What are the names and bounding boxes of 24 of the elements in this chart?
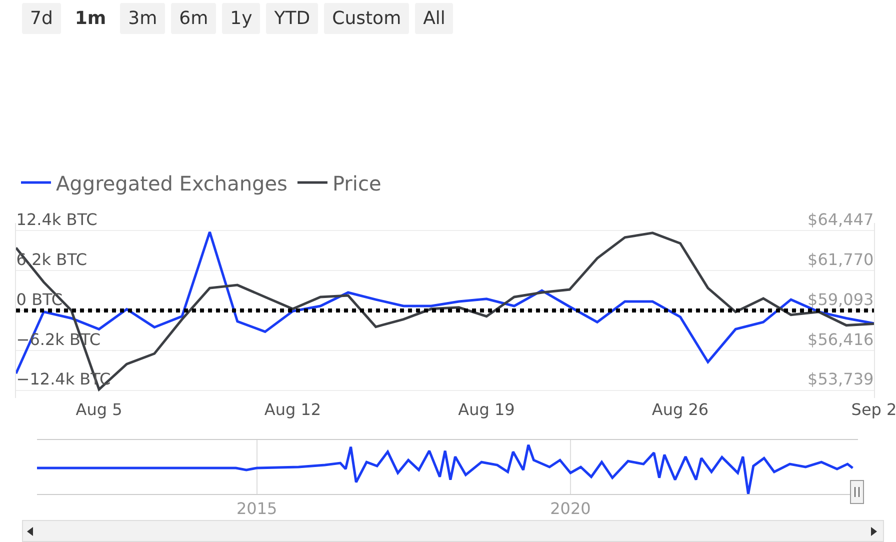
text: 6m: [171, 3, 216, 34]
x-tick-label: Aug 5: [76, 400, 122, 419]
text: YTD: [266, 3, 318, 34]
legend-label: Price: [332, 171, 382, 196]
x-tick-label: Sep 2: [851, 400, 896, 419]
x-tick-label: Aug 26: [652, 400, 709, 419]
legend-label: Aggregated Exchanges: [56, 171, 288, 196]
text: All: [415, 3, 454, 34]
x-tick-label: Aug 12: [264, 400, 322, 419]
x-tick-label: 2020: [550, 499, 591, 518]
y2-tick-label: $59,093: [808, 290, 874, 309]
x-tick-label: Aug 19: [458, 400, 515, 419]
y-tick-label: 0 BTC: [16, 290, 63, 309]
x-tick-label: 2015: [236, 499, 278, 518]
y2-tick-label: $64,447: [808, 210, 874, 230]
y2-tick-label: $56,416: [808, 330, 874, 349]
text: 1m: [66, 3, 114, 34]
text: 3m: [120, 3, 166, 34]
text: 1y: [222, 3, 260, 34]
y2-tick-label: $61,770: [808, 250, 874, 270]
text: 7d: [22, 3, 61, 34]
y-tick-label: 12.4k BTC: [16, 210, 98, 230]
y2-tick-label: $53,739: [808, 370, 874, 389]
text: Custom: [324, 3, 410, 34]
